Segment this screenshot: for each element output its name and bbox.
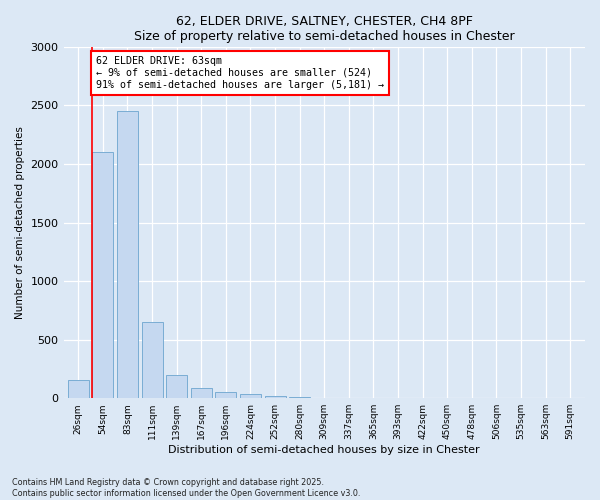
Title: 62, ELDER DRIVE, SALTNEY, CHESTER, CH4 8PF
Size of property relative to semi-det: 62, ELDER DRIVE, SALTNEY, CHESTER, CH4 8… [134, 15, 515, 43]
Bar [215, 392, 236, 398]
Bar [68, 380, 89, 398]
Text: 62 ELDER DRIVE: 63sqm
← 9% of semi-detached houses are smaller (524)
91% of semi: 62 ELDER DRIVE: 63sqm ← 9% of semi-detac… [96, 56, 384, 90]
Bar [142, 322, 163, 398]
Bar [117, 112, 138, 398]
Text: Contains HM Land Registry data © Crown copyright and database right 2025.
Contai: Contains HM Land Registry data © Crown c… [12, 478, 361, 498]
Bar [240, 394, 261, 398]
Bar [265, 396, 286, 398]
Bar [166, 375, 187, 398]
Bar [191, 388, 212, 398]
X-axis label: Distribution of semi-detached houses by size in Chester: Distribution of semi-detached houses by … [169, 445, 480, 455]
Y-axis label: Number of semi-detached properties: Number of semi-detached properties [15, 126, 25, 319]
Bar [92, 152, 113, 398]
